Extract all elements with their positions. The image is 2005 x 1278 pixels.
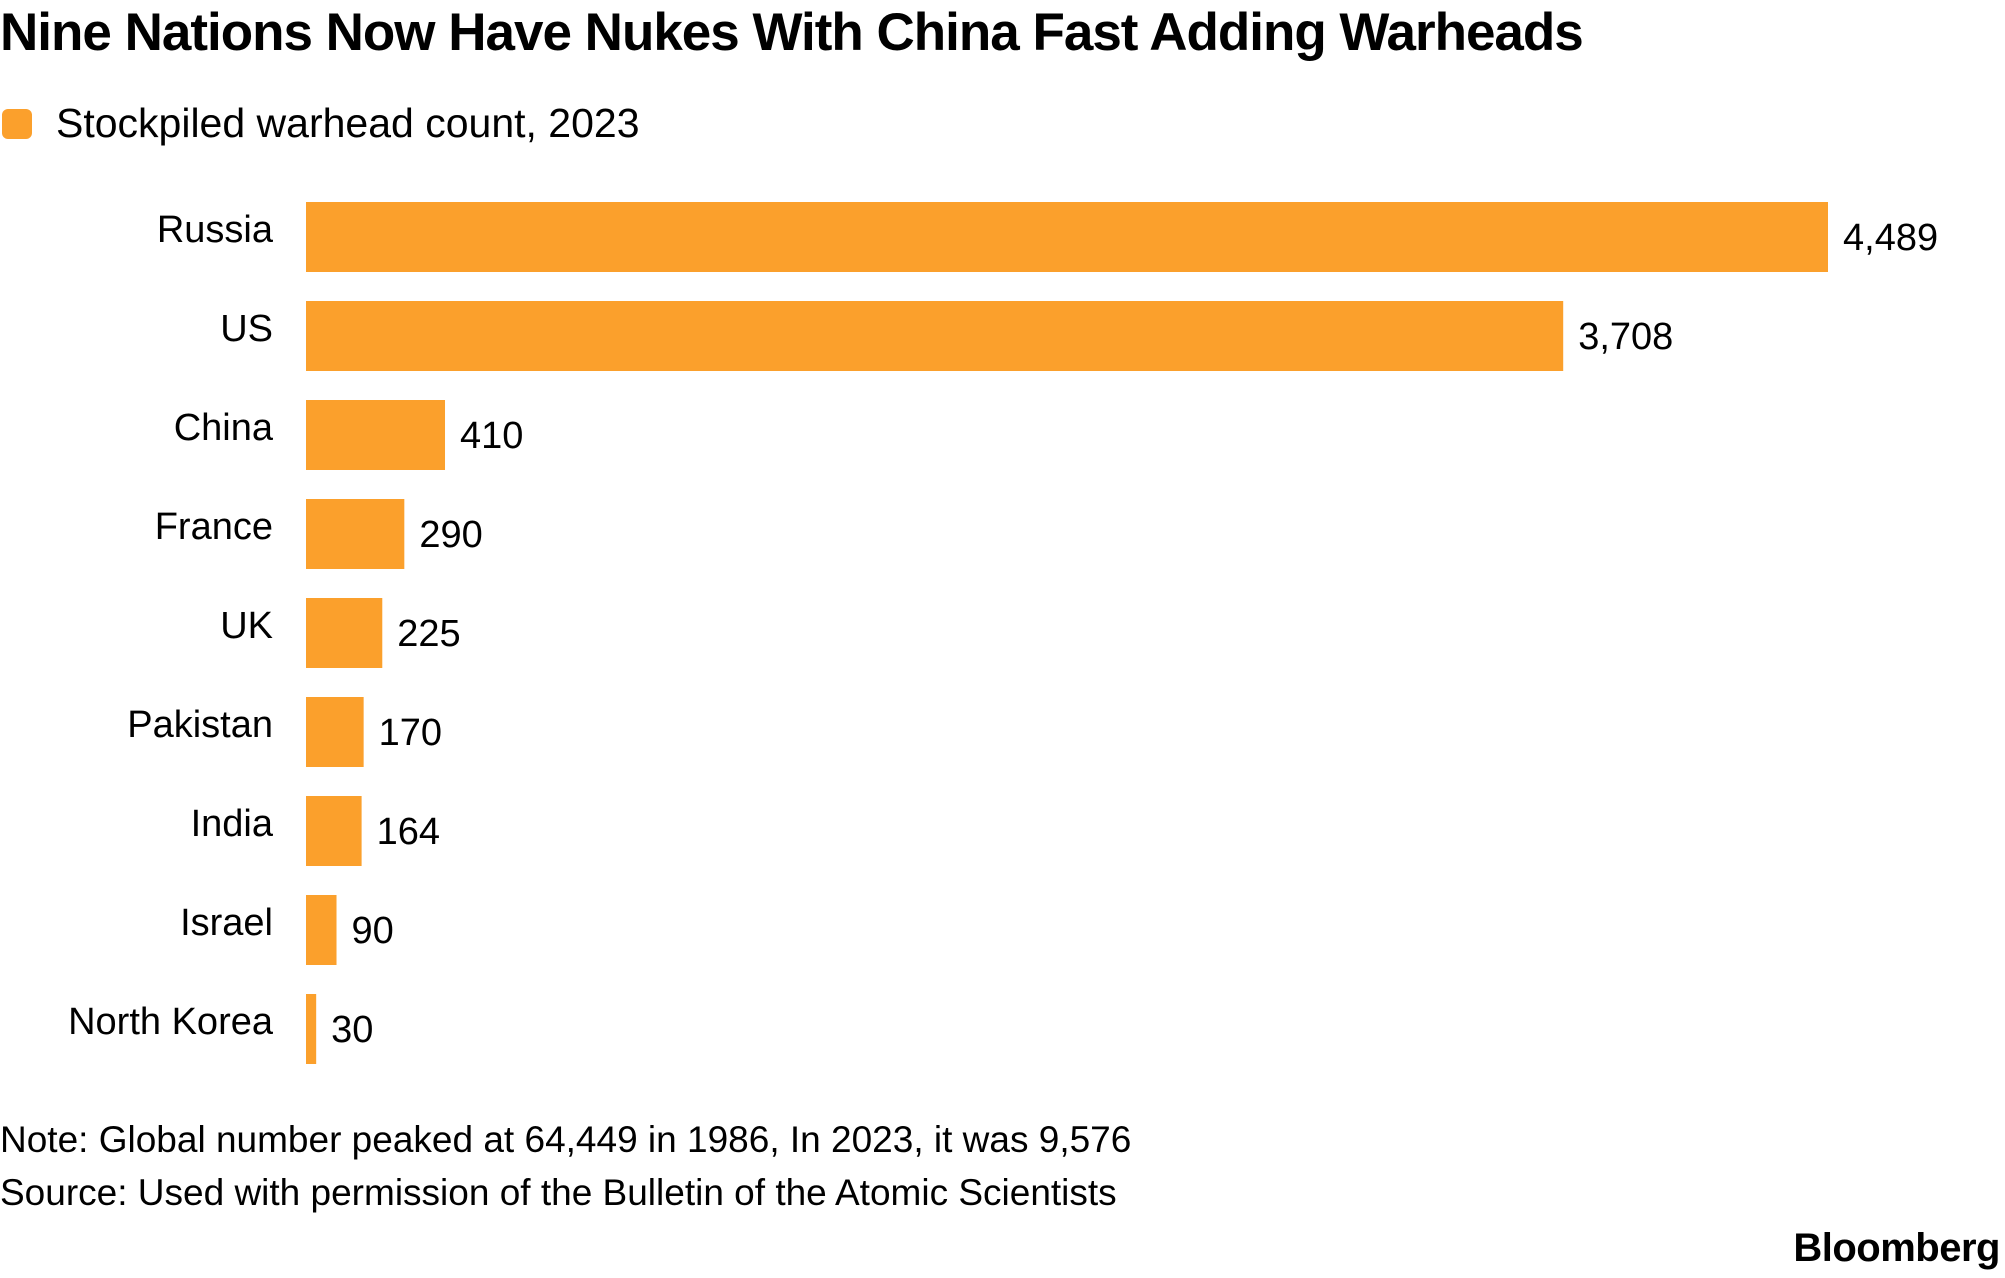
value-label: 410 <box>460 415 523 457</box>
value-label: 290 <box>419 514 482 556</box>
chart-title: Nine Nations Now Have Nukes With China F… <box>0 3 1584 62</box>
category-label: Israel <box>180 902 273 944</box>
category-label: India <box>191 803 274 845</box>
value-label: 225 <box>397 613 460 655</box>
bar <box>306 400 446 470</box>
chart-note: Note: Global number peaked at 64,449 in … <box>0 1119 1132 1160</box>
value-label: 3,708 <box>1578 316 1673 358</box>
category-label: US <box>220 308 273 350</box>
value-label: 4,489 <box>1843 217 1938 259</box>
chart-source: Source: Used with permission of the Bull… <box>0 1172 1117 1213</box>
bar <box>306 796 362 866</box>
bar <box>306 499 405 569</box>
bar <box>306 301 1564 371</box>
legend-label: Stockpiled warhead count, 2023 <box>56 100 640 146</box>
legend: Stockpiled warhead count, 2023 <box>2 100 640 147</box>
bar <box>306 994 317 1064</box>
bar-chart: Russia 4,489 US 3,708 China 410 France 290 UK 225… <box>68 202 1938 1064</box>
bloomberg-logo: Bloomberg <box>1793 1226 2000 1270</box>
category-label: Russia <box>157 209 274 251</box>
value-label: 164 <box>377 811 440 853</box>
category-label: North Korea <box>68 1001 274 1043</box>
category-label: Pakistan <box>127 704 273 746</box>
category-label: China <box>174 407 274 449</box>
value-label: 170 <box>379 712 442 754</box>
legend-swatch <box>2 108 32 139</box>
bar <box>306 697 364 767</box>
bar <box>306 202 1828 272</box>
bar <box>306 895 337 965</box>
category-label: UK <box>220 605 273 647</box>
category-label: France <box>155 506 273 548</box>
value-label: 90 <box>352 910 394 952</box>
bar <box>306 598 383 668</box>
value-label: 30 <box>331 1009 373 1051</box>
